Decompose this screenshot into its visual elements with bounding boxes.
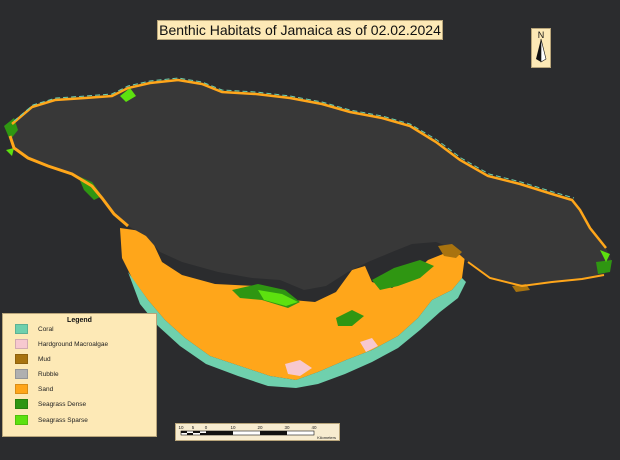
legend-item-rubble: Rubble — [15, 369, 59, 379]
legend-label-coral: Coral — [38, 325, 54, 333]
habitat-north-fringe — [13, 77, 575, 199]
legend-item-coral: Coral — [15, 324, 54, 334]
legend-title: Legend — [67, 317, 92, 324]
map-title: Benthic Habitats of Jamaica as of 02.02.… — [157, 20, 443, 40]
legend-item-mud: Mud — [15, 354, 51, 364]
scale-tick-label: 5 — [191, 425, 195, 430]
habitat-seagrass-dense — [372, 260, 434, 290]
legend-item-hardground-macroalgae: Hardground Macroalgae — [15, 339, 108, 349]
habitat-seagrass-sparse — [6, 148, 14, 156]
scale-tick-label: 0 — [204, 425, 208, 430]
legend-label-hardground-macroalgae: Hardground Macroalgae — [38, 340, 109, 348]
legend-swatch-seagrass-sparse — [15, 415, 28, 425]
scale-bar-graphic — [180, 430, 315, 436]
legend-label-seagrass-sparse: Seagrass Sparse — [38, 416, 88, 424]
map-legend: Legend Coral Hardground Macroalgae Mud R… — [2, 313, 157, 437]
legend-swatch-mud — [15, 354, 28, 364]
habitat-seagrass-sparse — [120, 88, 136, 102]
legend-swatch-seagrass-dense — [15, 399, 28, 409]
habitat-seagrass-sparse — [258, 290, 298, 306]
scale-bar: 10 5 0 10 20 30 40 Kilometers — [175, 423, 340, 441]
scale-tick-label: 10 — [178, 425, 184, 430]
legend-item-seagrass-dense: Seagrass Dense — [15, 399, 86, 409]
north-arrow: N — [531, 28, 551, 68]
scale-unit-label: Kilometers — [317, 435, 336, 440]
habitat-mud — [438, 244, 462, 258]
legend-label-sand: Sand — [38, 385, 54, 393]
habitat-hardground-patch — [285, 360, 312, 376]
legend-label-rubble: Rubble — [38, 370, 59, 378]
legend-item-seagrass-sparse: Seagrass Sparse — [15, 415, 88, 425]
land-jamaica — [8, 80, 612, 290]
habitat-seagrass-dense — [596, 260, 612, 274]
legend-swatch-coral — [15, 324, 28, 334]
habitat-seagrass-sparse — [600, 250, 610, 262]
habitat-hardground-patch — [360, 338, 378, 352]
north-arrow-letter: N — [537, 30, 545, 40]
legend-swatch-rubble — [15, 369, 28, 379]
legend-swatch-sand — [15, 384, 28, 394]
scale-tick-label: 30 — [284, 425, 290, 430]
habitat-north-fringe — [11, 78, 607, 249]
legend-label-mud: Mud — [38, 355, 51, 363]
scale-tick-label: 40 — [311, 425, 317, 430]
scale-tick-label: 20 — [257, 425, 263, 430]
legend-item-sand: Sand — [15, 384, 53, 394]
legend-swatch-hardground-macroalgae — [15, 339, 28, 349]
habitat-west-fringe — [8, 135, 129, 228]
habitat-seagrass-dense — [336, 310, 364, 326]
habitat-east-fringe — [467, 261, 605, 288]
legend-label-seagrass-dense: Seagrass Dense — [38, 400, 87, 408]
habitat-coral-south — [128, 272, 466, 388]
north-arrow-icon — [536, 38, 547, 63]
scale-tick-label: 10 — [230, 425, 236, 430]
